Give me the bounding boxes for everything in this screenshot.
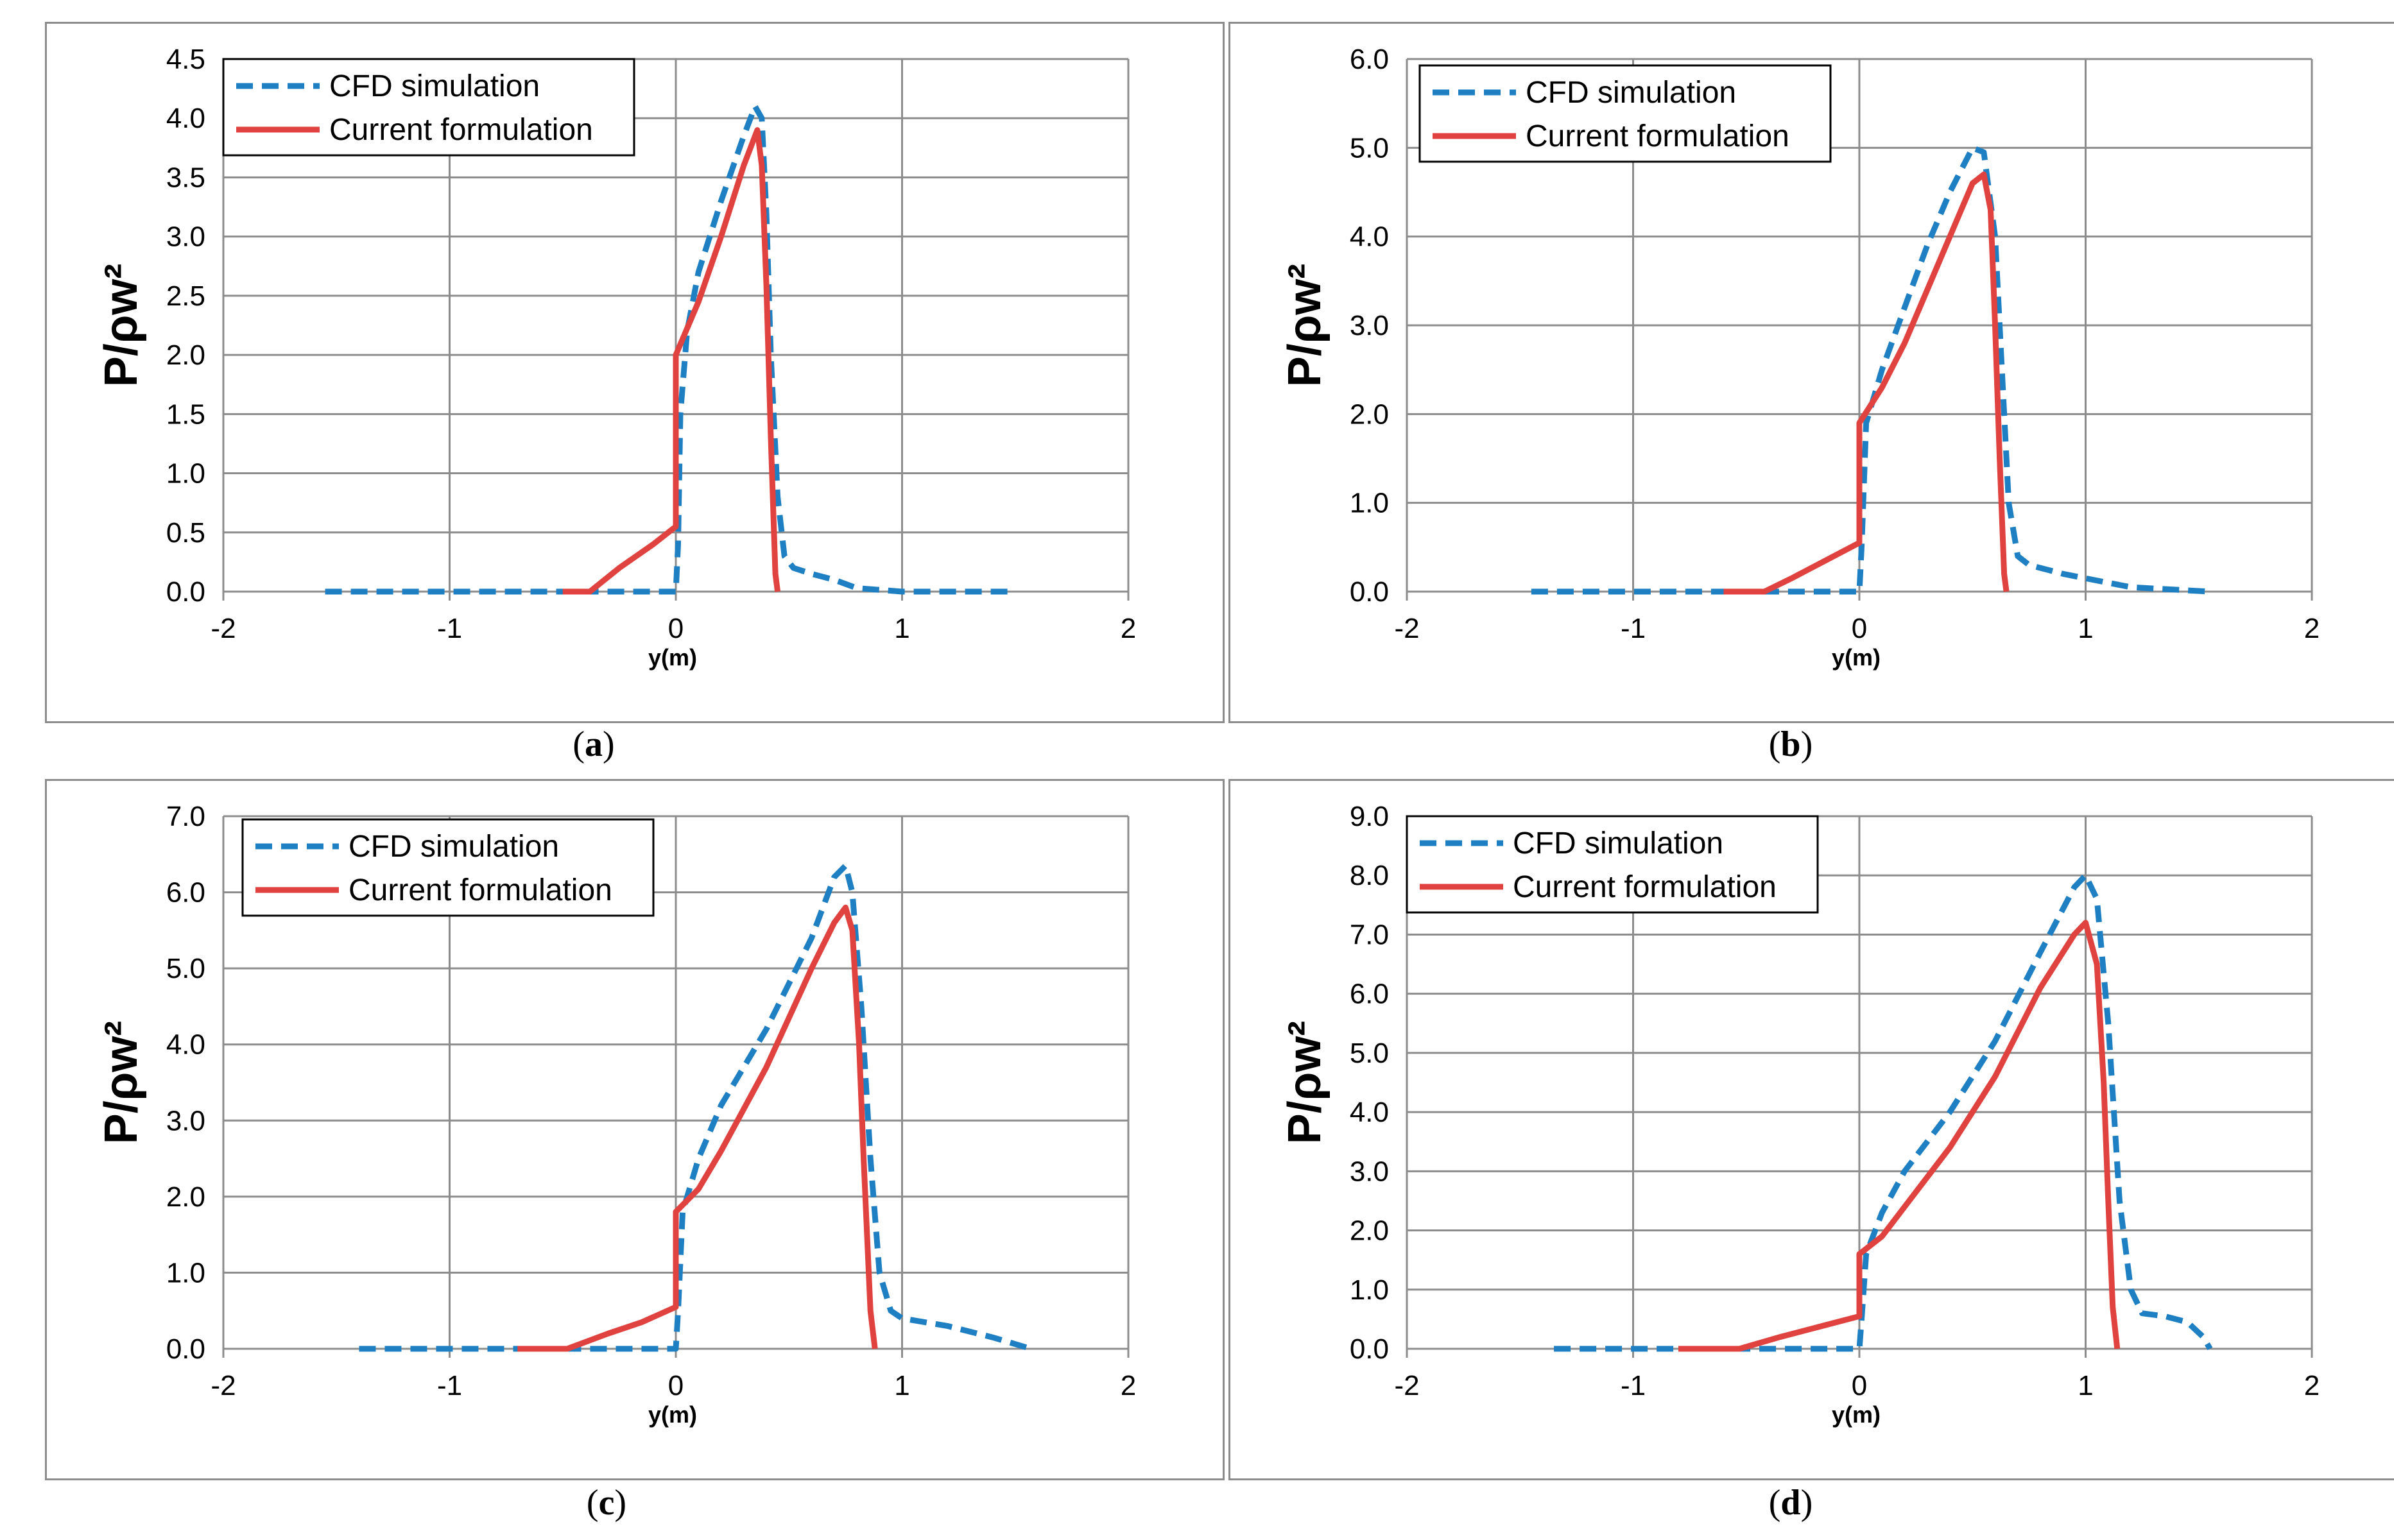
y-tick-label: 6.0 bbox=[1350, 979, 1389, 1010]
y-tick-label: 7.0 bbox=[1350, 919, 1389, 950]
caption-b: (b) bbox=[1768, 724, 1813, 764]
chart-b: 0.0 1.0 2.0 3.0 4.0 5.0 6.0 -2 -1 0 1 2 P/ρw² y(m) CFD… bbox=[1279, 44, 2320, 671]
chart-c: 0.0 1.0 2.0 3.0 4.0 5.0 6.0 7.0 -2 -1 0 1 2 P/ρw² y(m)… bbox=[96, 801, 1136, 1428]
x-tick-label: -1 bbox=[1621, 1370, 1646, 1401]
legend-current-label: Current formulation bbox=[1513, 870, 1777, 904]
y-tick-label: 4.0 bbox=[166, 1029, 205, 1061]
x-tick-label: 0 bbox=[1852, 1370, 1867, 1401]
x-axis-label: y(m) bbox=[1832, 644, 1881, 671]
legend-cfd-label: CFD simulation bbox=[1526, 76, 1736, 110]
legend-cfd-label: CFD simulation bbox=[349, 830, 559, 864]
y-tick-label: 5.0 bbox=[1350, 132, 1389, 164]
cfd-simulation-line bbox=[1554, 872, 2213, 1352]
y-tick-label: 2.0 bbox=[1350, 1215, 1389, 1247]
legend-current-label: Current formulation bbox=[1526, 119, 1789, 153]
caption-a: (a) bbox=[573, 724, 615, 764]
y-tick-label: 3.0 bbox=[1350, 1156, 1389, 1187]
chart-panel-b: 0.0 1.0 2.0 3.0 4.0 5.0 6.0 -2 -1 0 1 2 P/ρw² y(m) CFD… bbox=[1228, 22, 2394, 723]
y-tick-label: 5.0 bbox=[166, 953, 205, 984]
y-tick-label: 3.5 bbox=[166, 162, 205, 193]
y-tick-label: 6.0 bbox=[1350, 44, 1389, 75]
legend: CFD simulation Current formulation bbox=[1406, 815, 1819, 914]
y-tick-label: 2.0 bbox=[166, 339, 205, 371]
x-tick-label: -1 bbox=[437, 613, 462, 644]
x-tick-label: 2 bbox=[1121, 613, 1136, 644]
y-tick-label: 6.0 bbox=[166, 877, 205, 909]
y-tick-label: 0.5 bbox=[166, 517, 205, 549]
x-tick-label: 0 bbox=[668, 1370, 684, 1401]
legend-box bbox=[1418, 64, 1832, 163]
y-tick-label: 9.0 bbox=[1350, 801, 1389, 832]
y-tick-label: 4.0 bbox=[1350, 221, 1389, 253]
y-tick-label: 2.5 bbox=[166, 280, 205, 312]
cfd-simulation-line bbox=[1531, 144, 2210, 595]
x-tick-label: 1 bbox=[894, 613, 909, 644]
y-tick-label: 1.5 bbox=[166, 398, 205, 430]
x-tick-label: -2 bbox=[211, 1370, 236, 1401]
y-tick-label: 0.0 bbox=[1350, 576, 1389, 608]
legend-box bbox=[1406, 815, 1819, 914]
chart-panel-a: 0.0 0.5 1.0 1.5 2.0 2.5 3.0 3.5 4.0 4.5 -2 -1 0 1 2 P/ρ… bbox=[45, 22, 1225, 723]
x-axis-label: y(m) bbox=[648, 644, 697, 671]
y-tick-label: 0.0 bbox=[1350, 1333, 1389, 1365]
y-tick-label: 1.0 bbox=[1350, 488, 1389, 519]
y-tick-label: 5.0 bbox=[1350, 1038, 1389, 1069]
y-axis-label: P/ρw² bbox=[1279, 264, 1330, 388]
y-tick-label: 4.0 bbox=[1350, 1097, 1389, 1128]
legend-cfd-label: CFD simulation bbox=[329, 69, 540, 103]
y-tick-label: 1.0 bbox=[1350, 1274, 1389, 1306]
legend: CFD simulation Current formulation bbox=[222, 58, 635, 157]
x-tick-label: -2 bbox=[1394, 1370, 1419, 1401]
y-tick-label: 1.0 bbox=[166, 458, 205, 490]
legend-box bbox=[241, 818, 655, 917]
legend-box bbox=[222, 58, 635, 157]
y-axis-label: P/ρw² bbox=[96, 264, 147, 388]
y-tick-label: 2.0 bbox=[1350, 398, 1389, 430]
y-tick-label: 3.0 bbox=[1350, 310, 1389, 341]
x-tick-label: 2 bbox=[1121, 1370, 1136, 1401]
y-axis-label: P/ρw² bbox=[1279, 1021, 1330, 1145]
x-tick-label: 0 bbox=[668, 613, 684, 644]
y-tick-label: 4.0 bbox=[166, 103, 205, 134]
legend-current-label: Current formulation bbox=[349, 873, 612, 907]
x-axis-label: y(m) bbox=[648, 1401, 697, 1428]
legend-cfd-label: CFD simulation bbox=[1513, 826, 1723, 860]
x-tick-label: -2 bbox=[211, 613, 236, 644]
cfd-simulation-line bbox=[359, 862, 1032, 1352]
y-tick-label: 0.0 bbox=[166, 576, 205, 608]
current-formulation-line bbox=[1678, 920, 2121, 1352]
x-tick-label: 2 bbox=[2304, 613, 2320, 644]
x-tick-label: -1 bbox=[437, 1370, 462, 1401]
legend: CFD simulation Current formulation bbox=[241, 818, 655, 917]
chart-panel-c: 0.0 1.0 2.0 3.0 4.0 5.0 6.0 7.0 -2 -1 0 1 2 P/ρw² y(m)… bbox=[45, 779, 1225, 1480]
current-formulation-line bbox=[562, 127, 781, 595]
cfd-simulation-line bbox=[325, 103, 1015, 595]
chart-a: 0.0 0.5 1.0 1.5 2.0 2.5 3.0 3.5 4.0 4.5 -2 -1 0 1 2 P/ρ… bbox=[96, 44, 1136, 671]
x-tick-label: 0 bbox=[1852, 613, 1867, 644]
x-tick-label: -1 bbox=[1621, 613, 1646, 644]
y-tick-label: 2.0 bbox=[166, 1181, 205, 1213]
x-axis-label: y(m) bbox=[1832, 1401, 1881, 1428]
y-tick-label: 8.0 bbox=[1350, 860, 1389, 891]
legend: CFD simulation Current formulation bbox=[1418, 64, 1832, 163]
x-tick-label: -2 bbox=[1394, 613, 1419, 644]
x-tick-label: 2 bbox=[2304, 1370, 2320, 1401]
x-tick-label: 1 bbox=[894, 1370, 909, 1401]
caption-c: (c) bbox=[586, 1483, 627, 1523]
x-tick-label: 1 bbox=[2078, 613, 2093, 644]
current-formulation-line bbox=[517, 904, 878, 1352]
chart-panel-d: 0.0 1.0 2.0 3.0 4.0 5.0 6.0 7.0 8.0 9.0 -2 -1 0 1 2 P/ρ… bbox=[1228, 779, 2394, 1480]
current-formulation-line bbox=[1723, 171, 2010, 595]
y-axis-label: P/ρw² bbox=[96, 1021, 147, 1145]
y-tick-label: 3.0 bbox=[166, 1105, 205, 1136]
caption-d: (d) bbox=[1768, 1483, 1813, 1523]
x-tick-label: 1 bbox=[2078, 1370, 2093, 1401]
y-tick-label: 4.5 bbox=[166, 44, 205, 75]
y-tick-label: 3.0 bbox=[166, 221, 205, 253]
chart-d: 0.0 1.0 2.0 3.0 4.0 5.0 6.0 7.0 8.0 9.0 -2 -1 0 1 2 P/ρ… bbox=[1279, 801, 2320, 1428]
y-tick-label: 7.0 bbox=[166, 801, 205, 832]
y-tick-label: 0.0 bbox=[166, 1333, 205, 1365]
legend-current-label: Current formulation bbox=[329, 113, 593, 147]
y-tick-label: 1.0 bbox=[166, 1257, 205, 1288]
